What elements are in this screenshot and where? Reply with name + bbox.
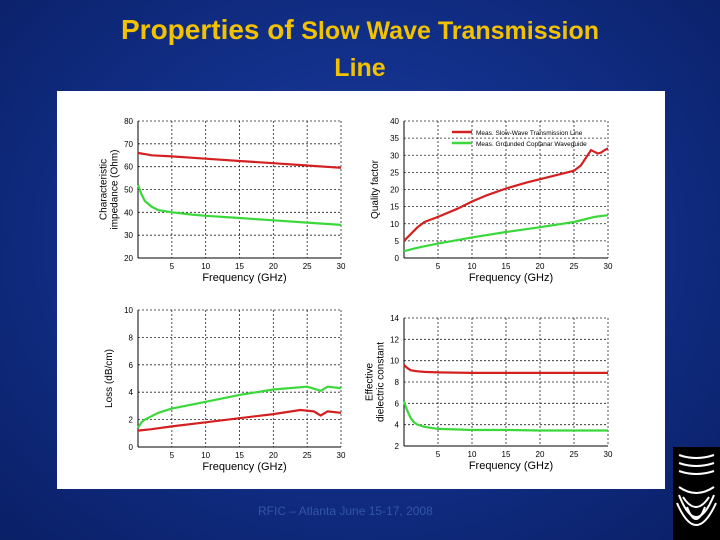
y-tick-label: 2 xyxy=(395,442,400,451)
series-line-slow-wave xyxy=(403,147,609,242)
x-tick-label: 20 xyxy=(536,450,545,459)
y-tick-label: 8 xyxy=(395,378,400,387)
y-tick-label: 10 xyxy=(390,357,399,366)
y-tick-label: 40 xyxy=(124,208,133,217)
y-axis-label: impedance (Ohm) xyxy=(110,149,121,229)
x-tick-label: 20 xyxy=(269,451,278,460)
x-tick-label: 25 xyxy=(570,262,579,271)
x-tick-label: 15 xyxy=(235,451,244,460)
y-axis-label: dielectric constant xyxy=(376,342,387,422)
y-tick-label: 5 xyxy=(395,237,400,246)
y-tick-label: 6 xyxy=(395,399,400,408)
y-tick-label: 70 xyxy=(124,140,133,149)
y-tick-label: 30 xyxy=(390,151,399,160)
y-tick-label: 20 xyxy=(124,254,133,263)
charts-panel: 5 10 15 20 25 30 20 30 40 50 60 70 80 Frequency (GHz)… xyxy=(57,91,665,489)
slide-title-line2: Line xyxy=(334,54,386,82)
y-tick-label: 50 xyxy=(124,186,133,195)
y-axis-label: Quality factor xyxy=(370,159,381,219)
legend-label: Meas. Slow-Wave Transmission Line xyxy=(476,130,583,137)
x-tick-label: 25 xyxy=(303,451,312,460)
series-line-coplanar xyxy=(136,184,342,226)
y-tick-label: 15 xyxy=(390,203,399,212)
x-tick-label: 30 xyxy=(337,451,346,460)
x-axis-label: Frequency (GHz) xyxy=(469,460,553,472)
slide-title-line1: Properties of Slow Wave Transmission xyxy=(0,14,720,46)
y-tick-label: 2 xyxy=(129,416,134,425)
y-tick-label: 10 xyxy=(124,306,133,315)
x-tick-label: 30 xyxy=(337,262,346,271)
x-tick-label: 5 xyxy=(170,262,175,271)
x-tick-label: 10 xyxy=(201,451,210,460)
x-tick-label: 10 xyxy=(201,262,210,271)
series-line-coplanar xyxy=(403,214,609,253)
y-tick-label: 0 xyxy=(129,443,134,452)
y-tick-label: 30 xyxy=(124,231,133,240)
x-tick-label: 25 xyxy=(303,262,312,271)
y-tick-label: 4 xyxy=(129,388,134,397)
series-line-slow-wave xyxy=(403,364,608,374)
y-tick-label: 0 xyxy=(395,254,400,263)
x-axis-label: Frequency (GHz) xyxy=(202,272,286,284)
wave-pattern-logo-icon xyxy=(673,447,720,540)
x-tick-label: 5 xyxy=(170,451,175,460)
y-tick-label: 40 xyxy=(390,117,399,126)
x-axis-label: Frequency (GHz) xyxy=(202,461,286,473)
y-tick-label: 14 xyxy=(390,314,399,323)
series-line-slow-wave xyxy=(137,151,342,169)
y-axis-label: Characteristic xyxy=(99,159,110,220)
x-tick-label: 5 xyxy=(436,262,441,271)
x-tick-label: 10 xyxy=(468,450,477,459)
y-tick-label: 10 xyxy=(390,220,399,229)
x-tick-label: 25 xyxy=(570,450,579,459)
x-tick-label: 30 xyxy=(604,262,613,271)
y-tick-label: 6 xyxy=(129,361,134,370)
chart-quality: 5 10 15 20 25 30 0 5 10 15 20 25 30 35 40 Frequency (GH… xyxy=(370,117,613,284)
slide-title-part1: Properties of xyxy=(121,14,294,45)
series-line-slow-wave xyxy=(137,408,342,432)
chart-permittivity: 5 10 15 20 25 30 2 4 6 8 10 12 14 Frequency (GHz) Effe… xyxy=(365,314,613,472)
x-tick-label: 20 xyxy=(269,262,278,271)
x-tick-label: 10 xyxy=(468,262,477,271)
y-tick-label: 20 xyxy=(390,186,399,195)
y-axis-label: Loss (dB/cm) xyxy=(104,349,115,408)
y-tick-label: 4 xyxy=(395,421,400,430)
slide-footer: RFIC – Atlanta June 15-17, 2008 xyxy=(258,504,433,518)
x-tick-label: 20 xyxy=(536,262,545,271)
series-line-coplanar xyxy=(137,385,342,429)
x-tick-label: 15 xyxy=(502,450,511,459)
x-tick-label: 5 xyxy=(436,450,441,459)
slide-title-part2: Slow Wave Transmission xyxy=(301,17,599,45)
chart-impedance: 5 10 15 20 25 30 20 30 40 50 60 70 80 Frequency (GHz)… xyxy=(99,117,346,284)
x-tick-label: 15 xyxy=(502,262,511,271)
y-tick-label: 35 xyxy=(390,134,399,143)
y-tick-label: 8 xyxy=(129,333,134,342)
x-tick-label: 15 xyxy=(235,262,244,271)
y-tick-label: 12 xyxy=(390,335,399,344)
y-tick-label: 25 xyxy=(390,168,399,177)
y-axis-label: Effective xyxy=(365,362,376,401)
x-tick-label: 30 xyxy=(604,450,613,459)
legend-label: Meas. Grounded Coplanar Waveguide xyxy=(476,141,587,148)
series-line-coplanar xyxy=(402,400,608,432)
y-tick-label: 60 xyxy=(124,163,133,172)
x-axis-label: Frequency (GHz) xyxy=(469,272,553,284)
y-tick-label: 80 xyxy=(124,117,133,126)
